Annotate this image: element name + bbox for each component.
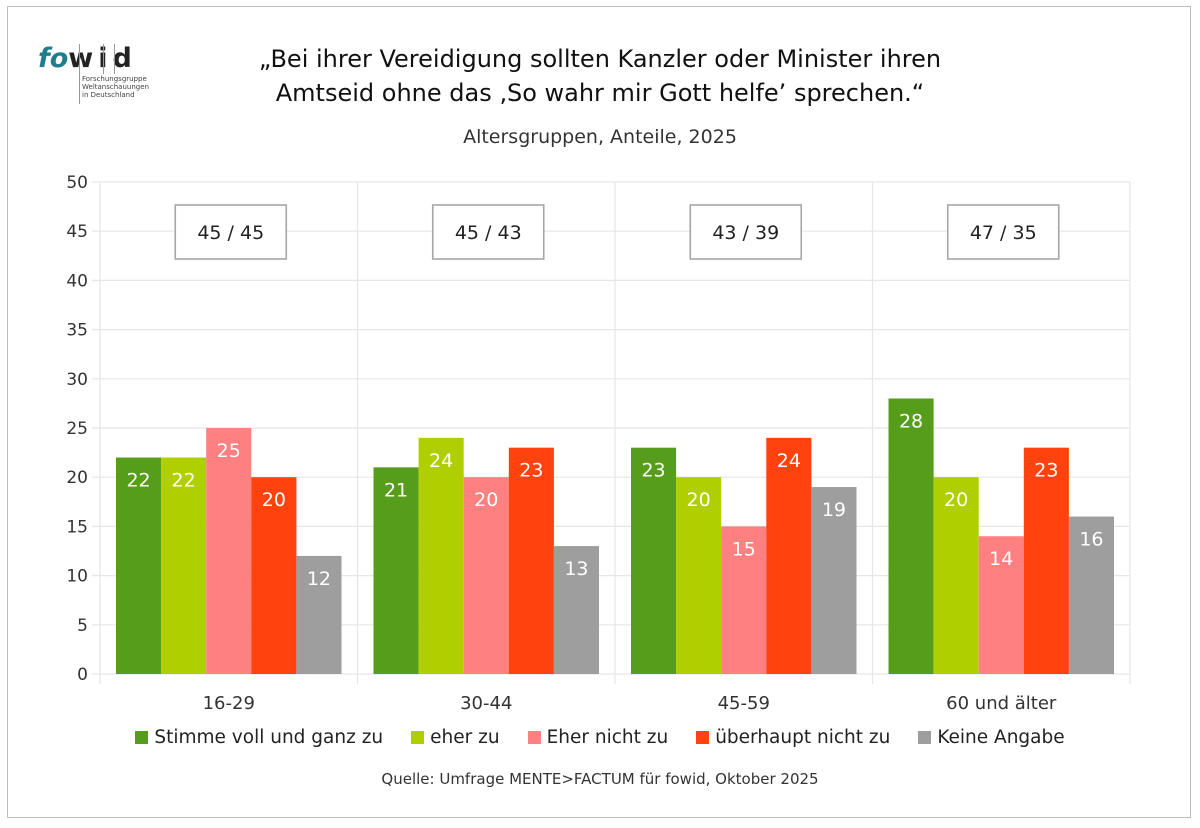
- chart-title-line2: Amtseid ohne das ‚So wahr mir Gott helfe…: [275, 79, 925, 107]
- logo-fo: fo: [38, 43, 69, 74]
- annotation-box: [946, 204, 1060, 260]
- bar-value-label: 14: [989, 548, 1013, 570]
- bar: [116, 457, 162, 674]
- legend-swatch: [527, 731, 541, 744]
- bar-value-label: 24: [777, 450, 801, 472]
- y-tick-label: 5: [77, 616, 88, 636]
- legend-label: Eher nicht zu: [546, 727, 669, 748]
- bar: [1068, 516, 1114, 674]
- bar: [1023, 447, 1069, 674]
- bar: [978, 536, 1024, 674]
- bar-value-label: 23: [519, 460, 543, 482]
- bar-value-label: 22: [172, 470, 196, 492]
- bar: [161, 457, 207, 674]
- logo-divider: [114, 44, 115, 74]
- bar: [463, 477, 509, 674]
- bar: [676, 477, 722, 674]
- y-tick-label: 15: [66, 517, 88, 537]
- x-tick-label: 60 und älter: [946, 693, 1057, 714]
- legend-item: Keine Angabe: [918, 727, 1065, 748]
- legend: Stimme voll und ganz zu eher zu Eher nicht…: [0, 727, 1200, 748]
- x-tick-label: 45-59: [718, 693, 770, 714]
- legend-item: eher zu: [411, 727, 500, 748]
- y-tick-label: 45: [66, 222, 88, 242]
- legend-swatch: [411, 731, 425, 744]
- legend-label: Stimme voll und ganz zu: [154, 727, 384, 748]
- bar: [811, 487, 857, 674]
- chart-title-line1: „Bei ihrer Vereidigung sollten Kanzler o…: [258, 45, 942, 73]
- logo-wid: wid: [68, 43, 137, 74]
- annotation-label: 45 / 45: [197, 222, 264, 244]
- chart-frame: [7, 6, 1191, 818]
- chart-subtitle: Altersgruppen, Anteile, 2025: [463, 126, 737, 148]
- bar: [766, 437, 812, 674]
- y-tick-label: 0: [77, 665, 88, 685]
- legend-item: Stimme voll und ganz zu: [135, 727, 383, 748]
- bar-value-label: 24: [429, 450, 453, 472]
- legend-label: eher zu: [430, 727, 500, 748]
- bar: [418, 437, 464, 674]
- annotation-box: [174, 204, 288, 260]
- logo-wordmark: fowid: [38, 44, 137, 74]
- annotation-box: [689, 204, 803, 260]
- bar-value-label: 28: [899, 410, 923, 432]
- legend-swatch: [135, 731, 149, 744]
- bar-value-label: 16: [1079, 529, 1103, 551]
- bar-value-label: 23: [1034, 460, 1058, 482]
- annotation-label: 47 / 35: [970, 222, 1037, 244]
- bar-value-label: 20: [944, 489, 968, 511]
- bar: [251, 477, 297, 674]
- legend-label: Keine Angabe: [937, 727, 1065, 748]
- bar-value-label: 19: [822, 499, 846, 521]
- annotation-box: [431, 204, 545, 260]
- bar: [508, 447, 554, 674]
- y-tick-label: 25: [66, 419, 88, 439]
- legend-swatch: [918, 731, 932, 744]
- legend-label: überhaupt nicht zu: [715, 727, 891, 748]
- bar-value-label: 20: [687, 489, 711, 511]
- y-tick-label: 30: [66, 370, 88, 390]
- bar: [721, 526, 767, 674]
- bar-value-label: 20: [262, 489, 286, 511]
- logo-tagline: Forschungsgruppe Weltanschauungen in Deu…: [82, 75, 149, 99]
- y-tick-label: 35: [66, 321, 88, 341]
- logo-divider: [79, 44, 80, 104]
- y-tick-label: 50: [66, 173, 88, 193]
- bar: [631, 447, 677, 674]
- bar-value-label: 23: [641, 460, 665, 482]
- annotation-label: 45 / 43: [455, 222, 522, 244]
- y-tick-label: 20: [66, 468, 88, 488]
- fowid-logo: fowid Forschungsgruppe Weltanschauungen …: [38, 44, 149, 104]
- annotation-label: 43 / 39: [712, 222, 779, 244]
- bar-value-label: 15: [732, 538, 756, 560]
- legend-item: überhaupt nicht zu: [696, 727, 890, 748]
- y-tick-label: 40: [66, 271, 88, 291]
- logo-divider: [103, 44, 104, 74]
- bar: [553, 546, 599, 674]
- legend-swatch: [696, 731, 710, 744]
- bar-value-label: 25: [217, 440, 241, 462]
- bar: [296, 555, 342, 674]
- x-tick-label: 16-29: [203, 693, 255, 714]
- bar: [373, 467, 419, 674]
- bar: [933, 477, 979, 674]
- bar-value-label: 20: [474, 489, 498, 511]
- bar: [206, 428, 252, 674]
- bar-value-label: 12: [307, 568, 331, 590]
- legend-item: Eher nicht zu: [527, 727, 669, 748]
- bar-value-label: 21: [384, 479, 408, 501]
- x-tick-label: 30-44: [460, 693, 512, 714]
- bar-value-label: 13: [564, 558, 588, 580]
- y-tick-label: 10: [66, 567, 88, 587]
- bar-value-label: 22: [126, 470, 150, 492]
- bar: [888, 398, 934, 674]
- source-note: Quelle: Umfrage MENTE>FACTUM für fowid, …: [381, 770, 819, 788]
